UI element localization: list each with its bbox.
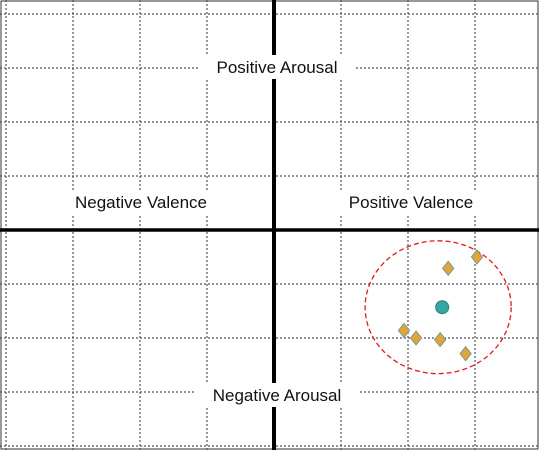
label-negative-arousal: Negative Arousal xyxy=(213,386,342,405)
label-positive-valence: Positive Valence xyxy=(349,193,473,212)
data-point-diamond xyxy=(433,331,447,348)
data-point-circle xyxy=(435,300,450,315)
label-bg-right xyxy=(330,190,492,214)
label-bg-top xyxy=(198,55,356,79)
data-point-diamond xyxy=(441,260,455,277)
data-point-diamond xyxy=(459,345,472,362)
label-positive-arousal: Positive Arousal xyxy=(217,58,338,77)
data-points xyxy=(364,240,512,375)
highlight-circle xyxy=(364,240,512,375)
data-point-diamond xyxy=(470,249,484,265)
label-negative-valence: Negative Valence xyxy=(75,193,207,212)
data-point-diamond xyxy=(409,330,423,346)
label-bg-left xyxy=(56,190,226,214)
label-bg-bottom xyxy=(194,383,360,407)
data-point-diamond xyxy=(397,322,411,339)
